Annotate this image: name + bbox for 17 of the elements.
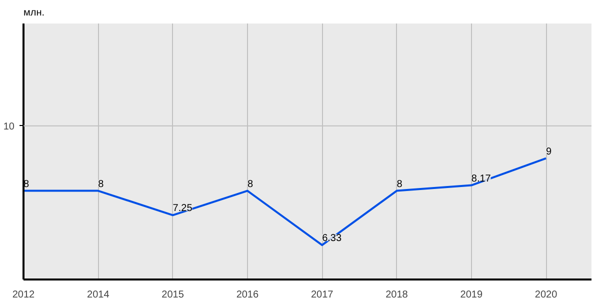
x-tick-label: 2012 bbox=[12, 290, 36, 300]
x-tick-label: 2018 bbox=[386, 290, 408, 300]
data-label: 6.33 bbox=[322, 233, 342, 244]
data-label: 8 bbox=[98, 178, 104, 190]
x-tick-label: 2020 bbox=[534, 290, 558, 300]
data-label: 8.17 bbox=[471, 173, 492, 184]
x-tick-label: 2019 bbox=[460, 290, 483, 300]
x-tick-label: 2016 bbox=[236, 290, 260, 300]
x-tick-label: 2015 bbox=[162, 290, 184, 300]
x-tick-label: 2014 bbox=[87, 290, 110, 300]
data-label: 7.25 bbox=[172, 203, 193, 214]
ref-line-label: 10 bbox=[3, 121, 15, 132]
data-label: 8 bbox=[247, 178, 254, 190]
x-tick-label: 2017 bbox=[310, 290, 334, 300]
data-label: 8 bbox=[396, 178, 403, 190]
data-label: 9 bbox=[546, 146, 552, 158]
y-axis-title: млн. bbox=[24, 8, 45, 18]
